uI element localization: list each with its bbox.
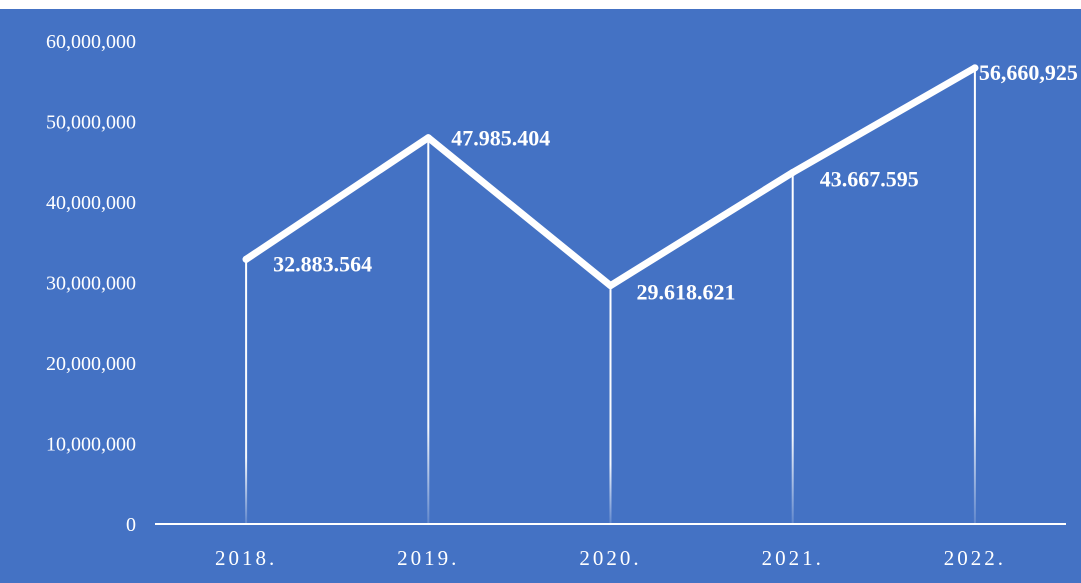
data-point [424,134,432,142]
data-label: 29.618.621 [637,280,736,305]
data-label: 32.883.564 [273,251,372,276]
data-labels: 32.883.564 47.985.404 29.618.621 43.667.595… [273,60,1078,305]
x-tick-label: 2021. [762,546,824,570]
drop-line [245,259,248,524]
y-tick-label: 40,000,000 [46,192,136,214]
data-point [607,282,614,290]
series-group [242,64,979,290]
x-tick-label: 2022. [944,546,1006,570]
y-tick-label: 10,000,000 [46,434,136,456]
x-axis-tick-labels: 2018. 2019. 2020. 2021. 2022. [215,546,1006,570]
data-point [242,255,250,263]
y-tick-label: 60,000,000 [46,31,136,53]
data-label: 47.985.404 [451,126,550,151]
data-point [971,64,979,72]
line-chart: 0 10,000,000 20,000,000 30,000,000 40,000,00… [46,31,1078,570]
y-axis-tick-labels: 0 10,000,000 20,000,000 30,000,000 40,000,00… [46,31,136,536]
data-point [789,168,797,176]
drop-lines [245,67,976,525]
x-tick-label: 2018. [215,546,277,570]
drop-line [973,67,976,525]
y-tick-label: 20,000,000 [46,353,136,375]
x-tick-label: 2019. [397,546,459,570]
x-tick-label: 2020. [579,546,641,570]
chart-area: 0 10,000,000 20,000,000 30,000,000 40,000,00… [0,9,1081,583]
drop-line [609,285,612,524]
drop-line [427,137,430,524]
y-tick-label: 50,000,000 [46,112,136,134]
drop-line [791,172,794,524]
y-tick-label: 30,000,000 [46,273,136,295]
data-label: 43.667.595 [820,166,919,191]
data-label: 56,660,925 [979,60,1078,85]
y-tick-label: 0 [126,514,136,536]
